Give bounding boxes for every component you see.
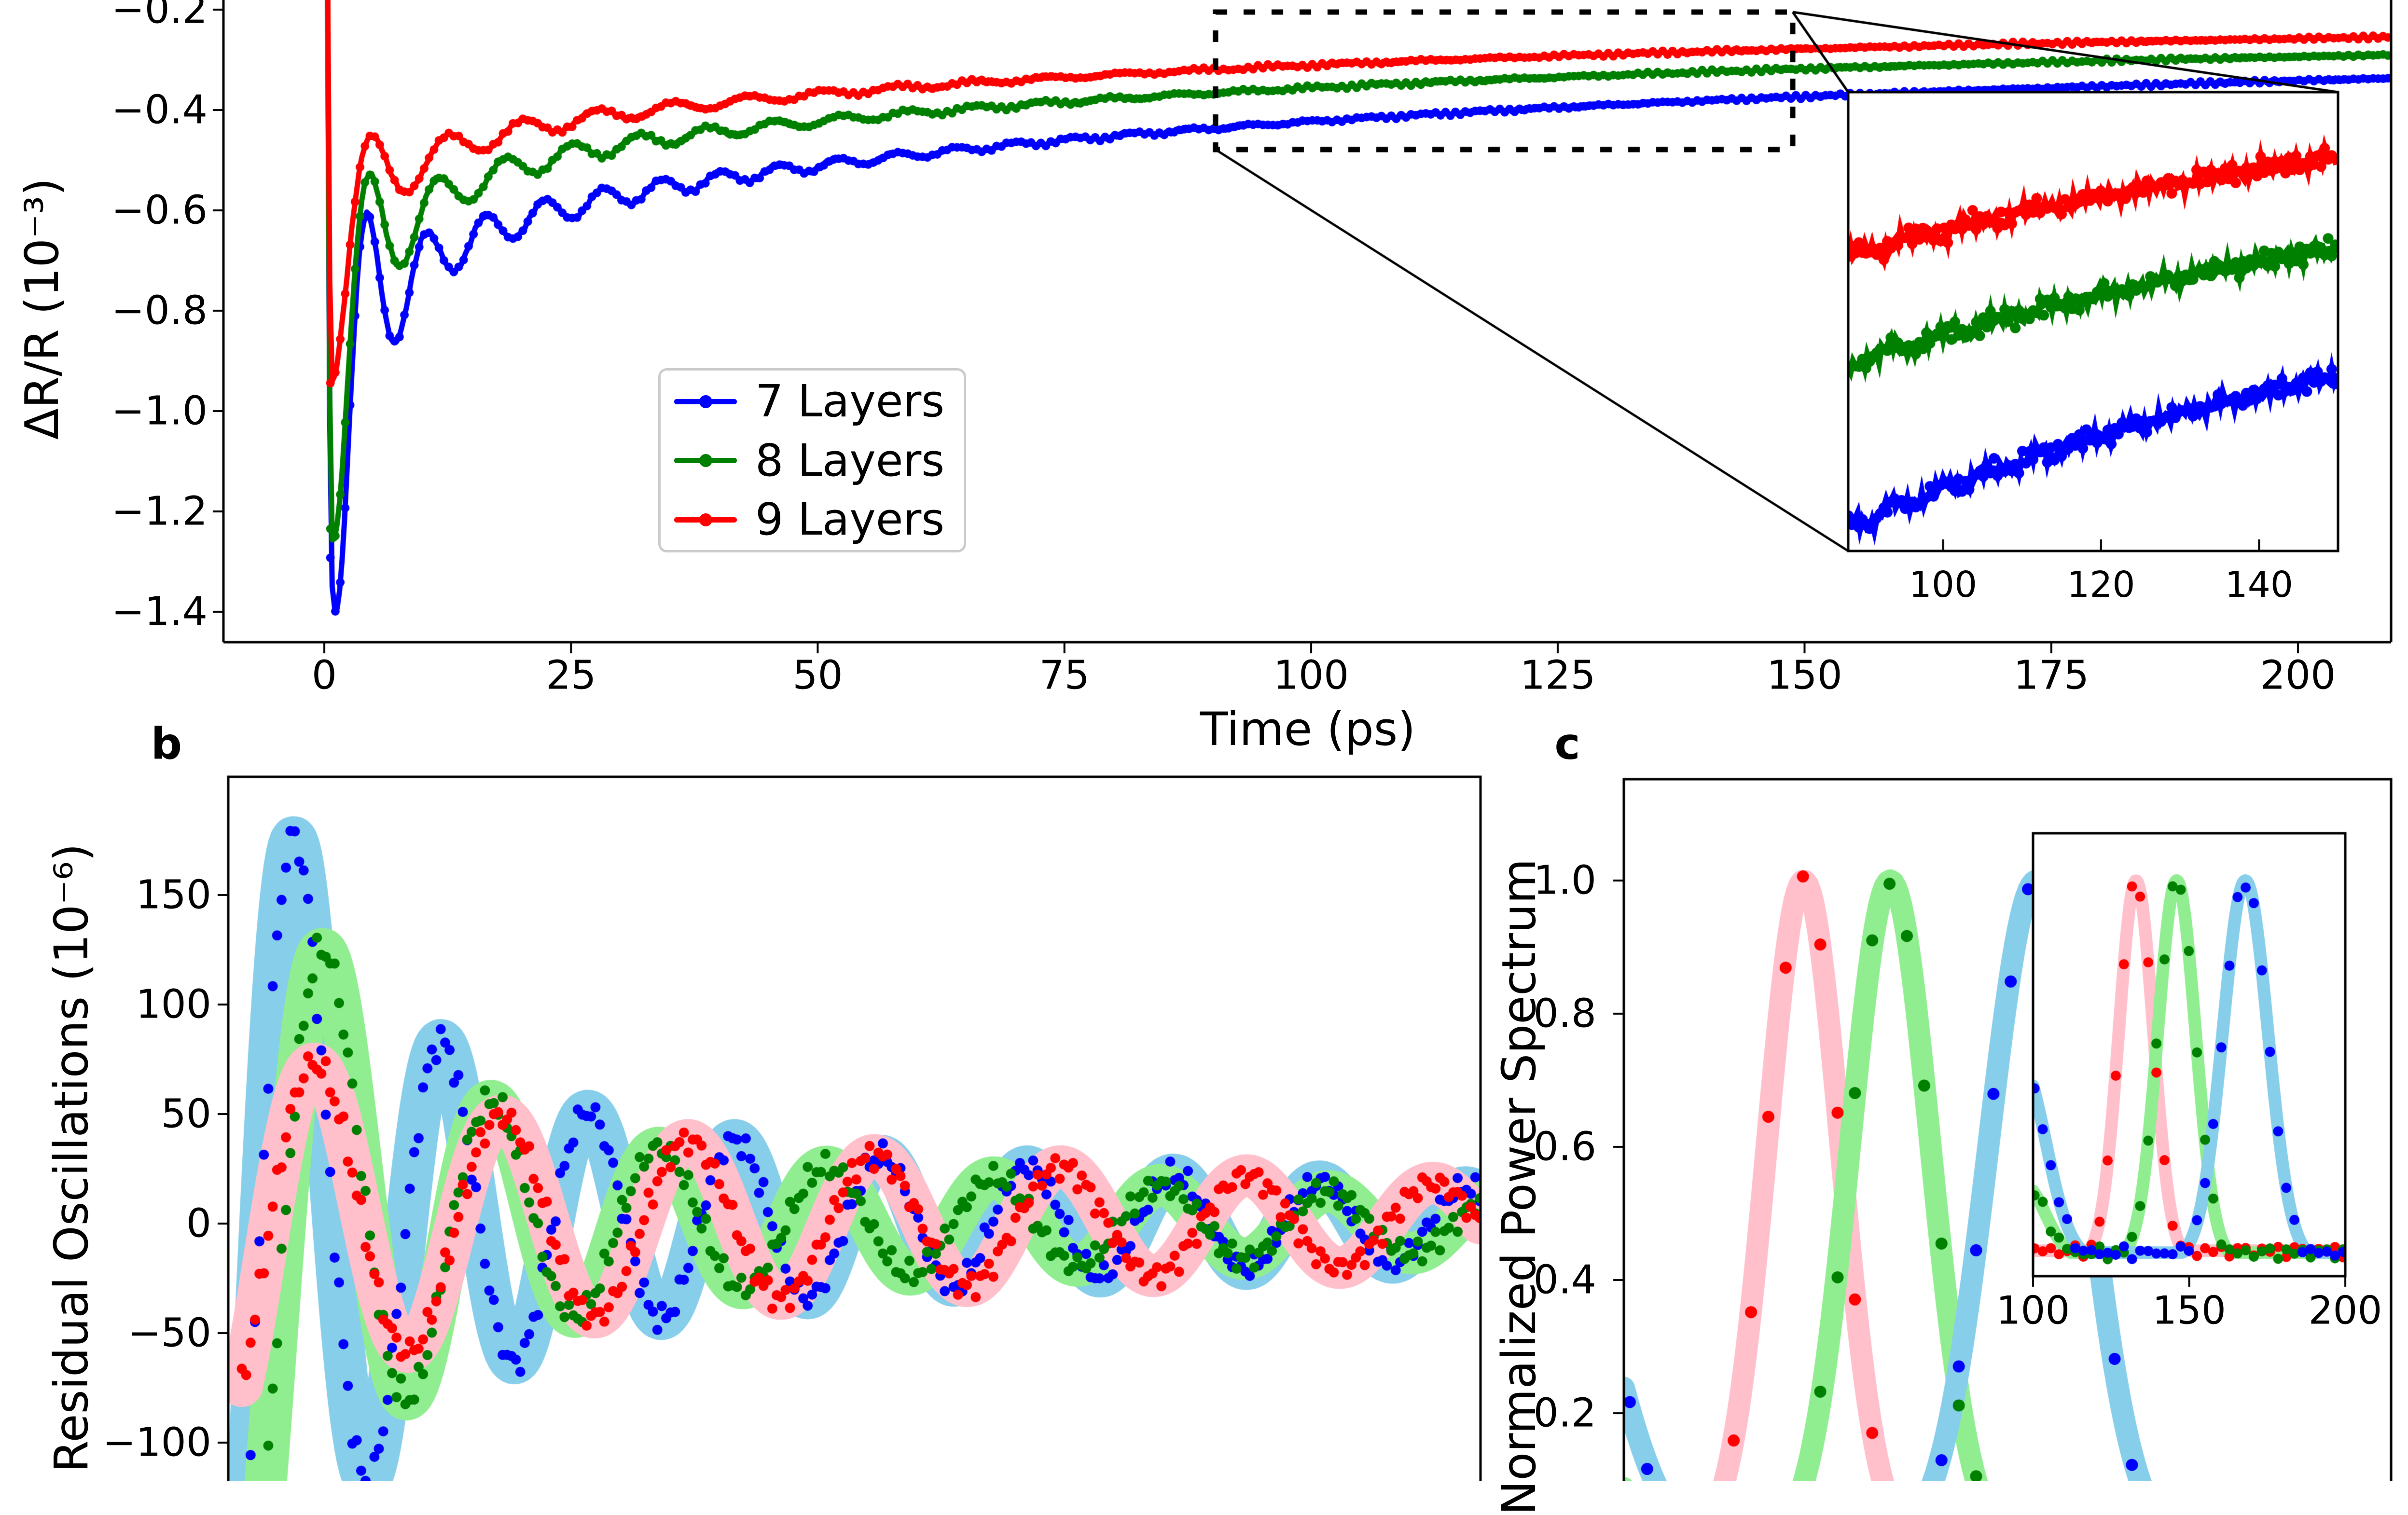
panel-a-xaxis-title: Time (ps): [1200, 703, 1416, 756]
panel-a-xtick-label: 75: [1039, 652, 1090, 699]
panel-a-xtick-label: 100: [1273, 652, 1349, 699]
legend-label: 7 Layers: [755, 375, 945, 427]
panel-a-ytick-label: −1.0: [111, 388, 208, 434]
panel-a-xtick-label: 150: [1767, 652, 1842, 699]
panel-b-ytick-label: −50: [127, 1310, 211, 1356]
panel-c-inset-xtick-label: 200: [2308, 1288, 2382, 1333]
legend-marker-red-line-dot: [674, 513, 737, 526]
panel-a-xtick-label: 25: [546, 652, 596, 699]
panel-a-inset-xtick-label: 100: [1909, 564, 1978, 606]
panel-c-inset-xtick-label: 150: [2152, 1288, 2226, 1333]
panel-b-ytick-label: 100: [136, 981, 211, 1028]
panel-a-xtick-label: 175: [2013, 652, 2090, 699]
figure-canvas: [0, 0, 2408, 1481]
legend-label: 9 Layers: [755, 494, 945, 545]
legend-label: 8 Layers: [755, 434, 945, 486]
panel-a-ytick-label: −0.8: [111, 288, 208, 334]
panel-b-ytick-label: −100: [102, 1419, 211, 1466]
panel-a-yaxis-title: ΔR/R (10⁻³): [16, 178, 69, 440]
panel-a-xtick-label: 0: [311, 652, 337, 699]
panel-c-inset-xtick-label: 100: [1996, 1288, 2070, 1333]
panel-c-letter: c: [1554, 718, 1580, 770]
panel-c-ytick-label: 0.8: [1533, 991, 1596, 1037]
panel-b-ytick-label: 50: [161, 1091, 211, 1137]
legend-box: 7 Layers 8 Layers 9 Layers: [658, 368, 966, 552]
legend-item-8-layers[interactable]: 8 Layers: [661, 432, 964, 489]
panel-c-ytick-label: 0.4: [1533, 1257, 1596, 1303]
panel-a-ytick-label: −0.6: [111, 187, 208, 234]
panel-b-ytick-label: 150: [136, 872, 211, 918]
panel-a-xtick-label: 50: [792, 652, 843, 699]
panel-a-inset-xtick-label: 140: [2225, 564, 2293, 606]
panel-b-yaxis-title: Residual Oscillations (10⁻⁶): [44, 843, 98, 1473]
panel-a-ytick-label: −1.4: [111, 589, 208, 635]
panel-c-ytick-label: 1.0: [1533, 857, 1596, 904]
panel-c-ytick-label: 0.2: [1533, 1390, 1596, 1436]
legend-marker-green-line-dot: [674, 454, 737, 467]
legend-item-7-layers[interactable]: 7 Layers: [661, 373, 964, 430]
panel-a-ytick-label: −1.2: [111, 488, 208, 535]
panel-b-ytick-label: 0: [186, 1200, 211, 1247]
panel-a-ytick-label: −0.2: [111, 0, 208, 33]
panel-a-ytick-label: −0.4: [111, 87, 208, 133]
panel-a-inset-xtick-label: 120: [2067, 564, 2135, 606]
panel-c-ytick-label: 0.6: [1533, 1124, 1596, 1170]
panel-a-xtick-label: 200: [2260, 652, 2336, 699]
legend-marker-blue-line-dot: [674, 395, 737, 408]
legend-item-9-layers[interactable]: 9 Layers: [661, 491, 964, 548]
panel-a-xtick-label: 125: [1520, 652, 1596, 699]
panel-b-letter: b: [151, 718, 182, 770]
